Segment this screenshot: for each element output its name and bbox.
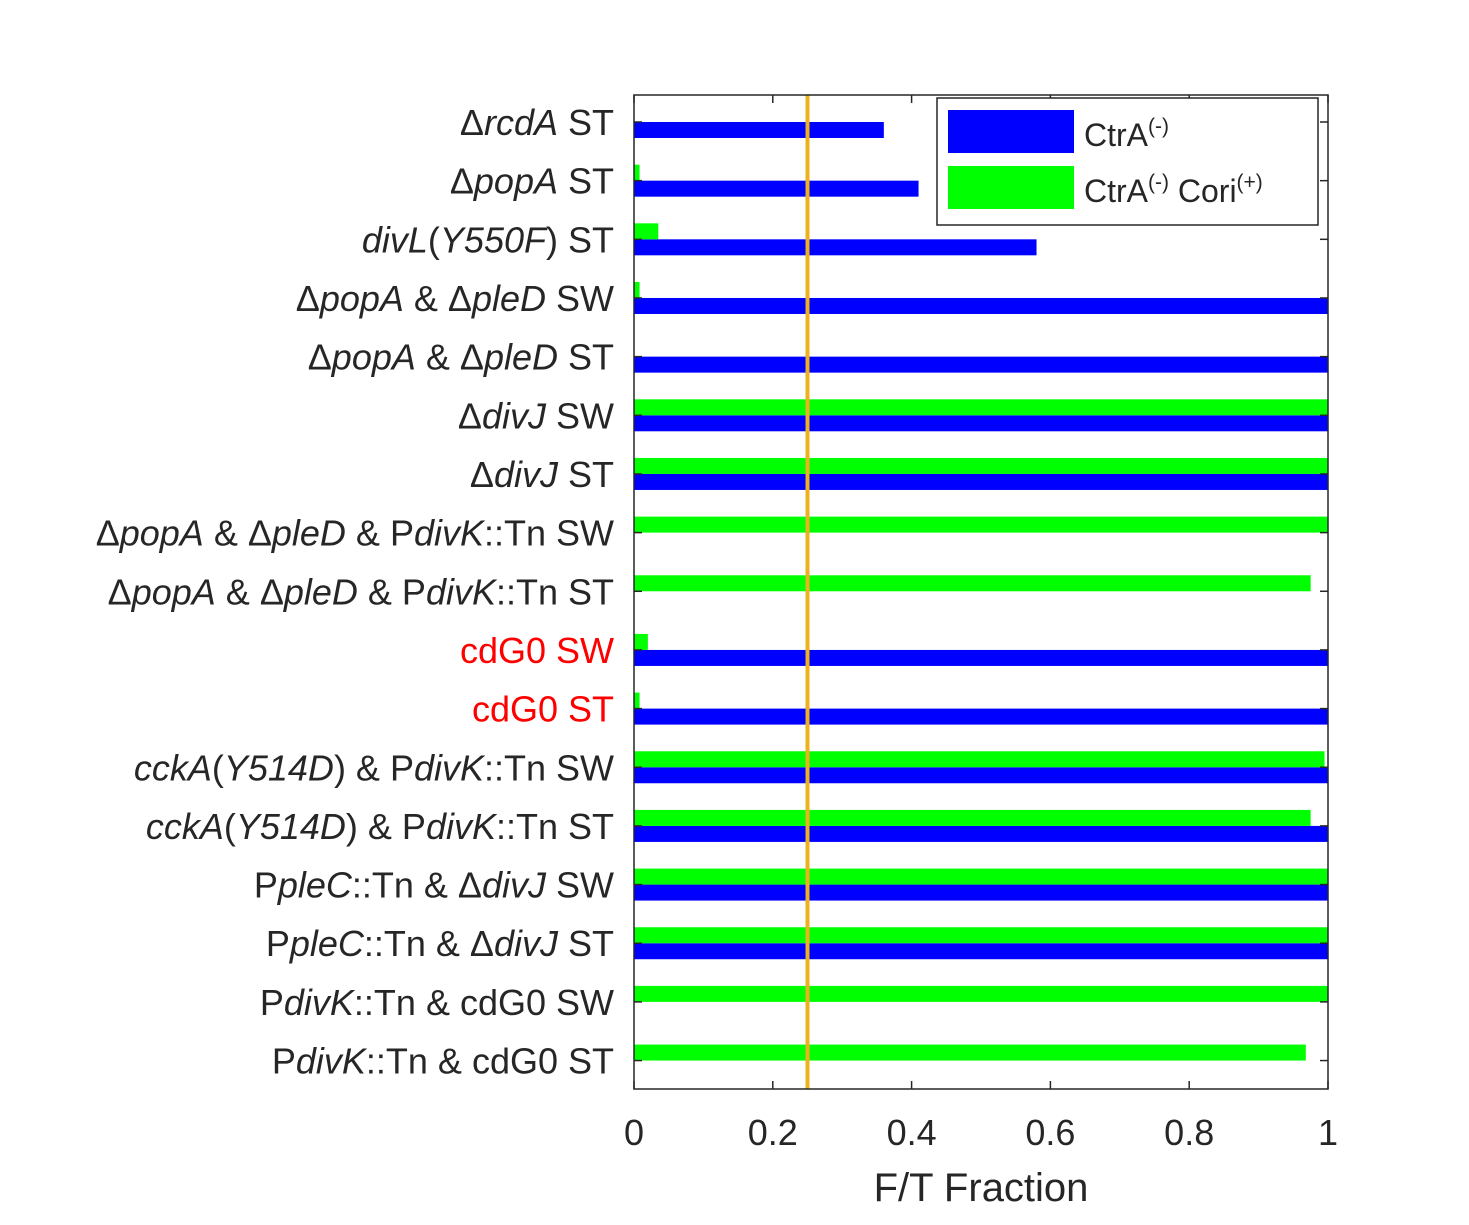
- x-tick-label: 0.4: [887, 1112, 937, 1153]
- axes-layer: [633, 94, 1329, 1090]
- category-label: PpleC::Tn & ΔdivJ SW: [254, 865, 614, 906]
- legend-swatch: [948, 110, 1074, 153]
- ctra-cori-bar: [634, 692, 640, 709]
- category-label: ΔpopA & ΔpleD & PdivK::Tn ST: [108, 571, 614, 612]
- ctra-bar: [634, 825, 1328, 842]
- x-tick-label: 0.2: [748, 1112, 798, 1153]
- x-tick-labels: 0 0.2 0.4 0.6 0.8 1: [624, 1112, 1338, 1153]
- category-label: ΔdivJ SW: [458, 395, 614, 436]
- ctra-bar: [634, 356, 1328, 373]
- category-label: PdivK::Tn & cdG0 SW: [260, 982, 614, 1023]
- ctra-cori-bar: [634, 927, 1328, 944]
- ctra-cori-bar: [634, 516, 1328, 533]
- category-label: ΔpopA & ΔpleD SW: [296, 278, 614, 319]
- x-tick-label: 1: [1318, 1112, 1338, 1153]
- ctra-bar: [634, 239, 1037, 256]
- category-label: cdG0 ST: [472, 689, 614, 730]
- ctra-cori-bar: [634, 1044, 1306, 1061]
- category-label: PdivK::Tn & cdG0 ST: [272, 1041, 614, 1082]
- ctra-cori-bar: [634, 223, 659, 240]
- category-label: divL(Y550F) ST: [362, 219, 614, 260]
- ctra-bar: [634, 122, 884, 138]
- ctra-cori-bar: [634, 399, 1328, 416]
- ctra-cori-bar: [634, 809, 1311, 826]
- ctra-cori-bar: [634, 457, 1328, 474]
- ctra-bar: [634, 767, 1328, 784]
- bars-layer: [634, 122, 1328, 1061]
- x-tick-label: 0.6: [1025, 1112, 1075, 1153]
- ctra-bar: [634, 708, 1328, 725]
- category-label: ΔpopA ST: [450, 161, 614, 202]
- category-label: cckA(Y514D) & PdivK::Tn SW: [134, 747, 614, 788]
- category-label: ΔpopA & ΔpleD ST: [308, 337, 614, 378]
- legend: CtrA(-) CtrA(-) Cori(+): [936, 97, 1319, 226]
- ctra-bar: [634, 415, 1328, 432]
- ctra-cori-bar: [634, 575, 1311, 592]
- legend-entry: CtrA(-): [1084, 115, 1169, 153]
- category-label: ΔdivJ ST: [470, 454, 614, 495]
- category-labels: ΔrcdA ST ΔpopA ST divL(Y550F) ST ΔpopA & Δp…: [96, 102, 614, 1082]
- ctra-cori-bar: [634, 633, 648, 650]
- ctra-cori-bar: [634, 985, 1328, 1002]
- category-label: cckA(Y514D) & PdivK::Tn ST: [146, 806, 614, 847]
- ctra-bar: [634, 180, 919, 197]
- legend-swatch: [948, 166, 1074, 209]
- legend-entry: CtrA(-) Cori(+): [1084, 171, 1263, 209]
- x-tick-label: 0.8: [1164, 1112, 1214, 1153]
- ctra-cori-bar: [634, 868, 1328, 885]
- ctra-bar: [634, 649, 1328, 666]
- ctra-bar: [634, 884, 1328, 901]
- category-label: ΔrcdA ST: [460, 102, 614, 143]
- ctra-cori-bar: [634, 281, 640, 298]
- category-label: ΔpopA & ΔpleD & PdivK::Tn SW: [96, 513, 614, 554]
- category-label: PpleC::Tn & ΔdivJ ST: [266, 923, 614, 964]
- x-axis-label: F/T Fraction: [874, 1166, 1089, 1210]
- x-tick-label: 0: [624, 1112, 644, 1153]
- ctra-bar: [634, 297, 1328, 314]
- category-label: cdG0 SW: [460, 630, 614, 671]
- ctra-bar: [634, 473, 1328, 490]
- ctra-cori-bar: [634, 751, 1325, 768]
- ctra-cori-bar: [634, 164, 640, 181]
- ctra-bar: [634, 943, 1328, 960]
